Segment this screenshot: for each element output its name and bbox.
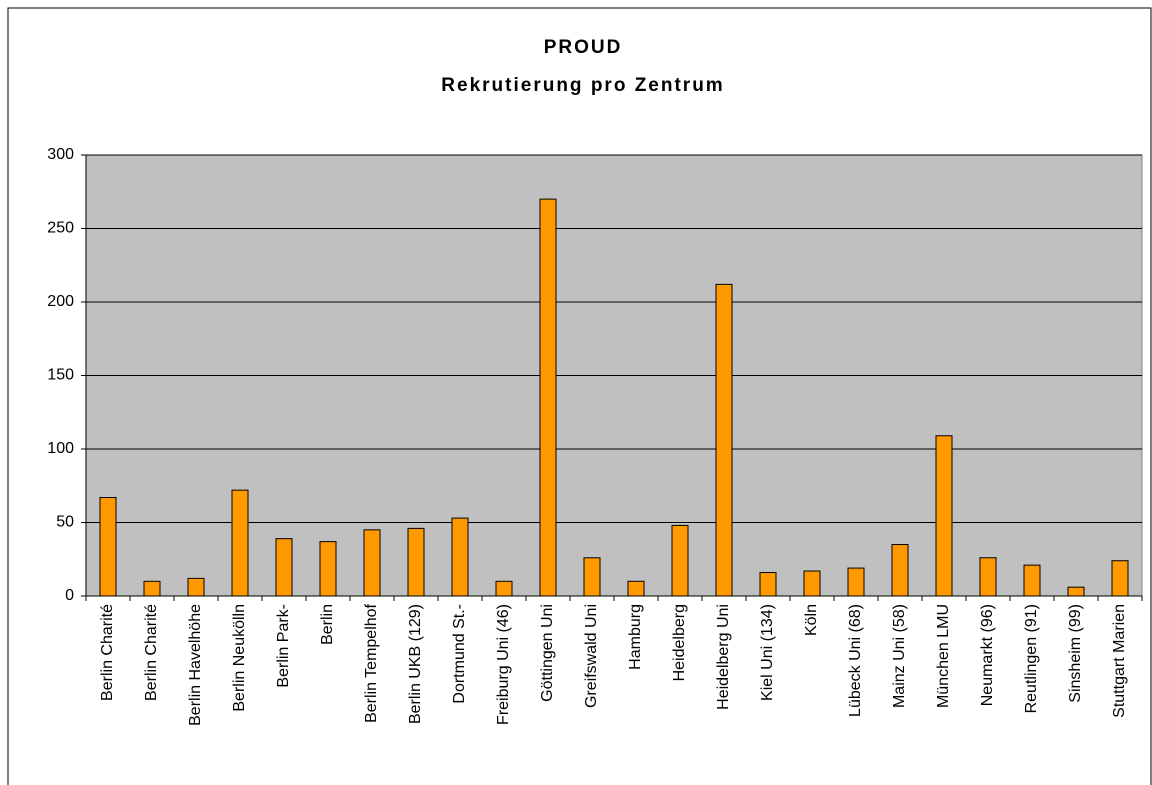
y-tick-label: 150 xyxy=(47,367,74,384)
bar xyxy=(143,580,161,597)
x-tick-label: Berlin Charité xyxy=(143,604,160,701)
bar xyxy=(539,198,557,597)
bar xyxy=(847,567,865,597)
bar xyxy=(583,557,601,597)
bar xyxy=(671,524,689,597)
x-tick-label: Köln xyxy=(803,604,820,636)
x-tick-label: Berlin Neukölln xyxy=(231,604,248,712)
bar xyxy=(1023,564,1041,597)
x-tick-label: Neumarkt (96) xyxy=(979,604,996,706)
x-tick-label: Göttingen Uni xyxy=(539,604,556,702)
y-tick-label: 50 xyxy=(56,514,74,531)
bar xyxy=(407,527,425,597)
chart-title: PROUD xyxy=(544,37,623,58)
y-tick-label: 200 xyxy=(47,293,74,310)
bar xyxy=(275,538,293,597)
bar xyxy=(1111,560,1129,597)
x-tick-label: Berlin Havelhöhe xyxy=(187,604,204,726)
y-tick-label: 250 xyxy=(47,220,74,237)
x-tick-label: Heidelberg xyxy=(671,604,688,681)
bar xyxy=(803,570,821,597)
chart-frame xyxy=(7,7,1152,785)
x-tick-label: Lübeck Uni (68) xyxy=(847,604,864,717)
y-tick-label: 0 xyxy=(65,587,74,604)
bar xyxy=(627,580,645,597)
x-tick-label: Kiel Uni (134) xyxy=(759,604,776,701)
x-tick-label: Dortmund St.- xyxy=(451,604,468,704)
x-tick-label: Berlin Park- xyxy=(275,604,292,688)
bar xyxy=(363,529,381,597)
bar xyxy=(319,541,337,597)
bar xyxy=(935,435,953,597)
x-tick-label: Mainz Uni (58) xyxy=(891,604,908,708)
bar xyxy=(715,283,733,597)
x-tick-label: Stuttgart Marien xyxy=(1111,604,1128,718)
bar xyxy=(891,544,909,597)
bar xyxy=(759,571,777,597)
bar xyxy=(1067,586,1085,597)
y-tick-label: 300 xyxy=(47,146,74,163)
x-tick-label: Reutlingen (91) xyxy=(1023,604,1040,713)
x-tick-label: Sinsheim (99) xyxy=(1067,604,1084,703)
x-tick-label: Berlin UKB (129) xyxy=(407,604,424,724)
y-tick-label: 100 xyxy=(47,440,74,457)
bar xyxy=(979,557,997,597)
x-tick-label: Heidelberg Uni xyxy=(715,604,732,710)
bar xyxy=(451,517,469,597)
bar xyxy=(231,489,249,597)
chart-subtitle: Rekrutierung pro Zentrum xyxy=(441,75,724,96)
x-tick-label: Berlin Charité xyxy=(99,604,116,701)
bar xyxy=(495,580,513,597)
x-tick-label: Greifswald Uni xyxy=(583,604,600,708)
bar xyxy=(99,497,117,597)
x-tick-label: Berlin Tempelhof xyxy=(363,603,380,722)
x-tick-label: München LMU xyxy=(935,604,952,708)
x-tick-label: Berlin xyxy=(319,604,336,645)
bar xyxy=(187,577,205,597)
x-tick-label: Freiburg Uni (46) xyxy=(495,604,512,725)
x-tick-label: Hamburg xyxy=(627,604,644,670)
